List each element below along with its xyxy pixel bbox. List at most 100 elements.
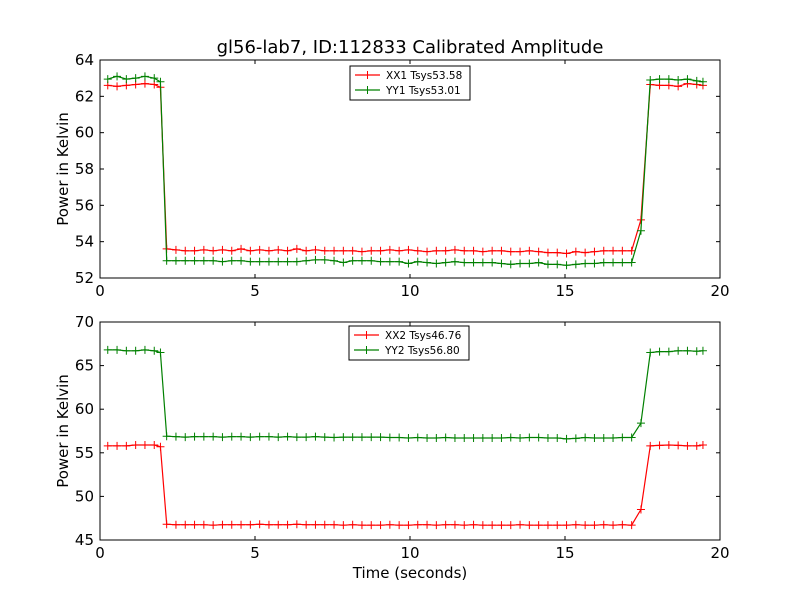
data-point [367, 256, 376, 265]
data-point [543, 521, 552, 530]
data-point [497, 246, 506, 255]
data-point [534, 247, 543, 256]
y-tick-label: 62 [75, 87, 94, 105]
data-point [237, 520, 246, 529]
data-point [674, 441, 683, 450]
data-point [450, 257, 459, 266]
legend-marker [363, 86, 372, 94]
data-point [488, 521, 497, 530]
data-point [683, 75, 692, 84]
data-point [571, 434, 580, 443]
data-point [246, 257, 255, 266]
data-point [590, 433, 599, 442]
data-point [209, 521, 218, 530]
data-point [571, 520, 580, 529]
x-axis-label: Time (seconds) [352, 564, 468, 582]
data-point [348, 246, 357, 255]
data-point [122, 441, 131, 450]
data-point [264, 432, 273, 441]
data-point [413, 520, 422, 529]
x-tick-label: 10 [400, 544, 419, 562]
data-point [543, 260, 552, 269]
data-point [181, 520, 190, 529]
data-point [264, 257, 273, 266]
data-point [156, 442, 165, 451]
data-point [357, 433, 366, 442]
y-tick-label: 60 [75, 400, 94, 418]
data-point [255, 245, 264, 254]
data-point [478, 247, 487, 256]
legend-box [349, 65, 471, 101]
data-point [283, 246, 292, 255]
data-point [237, 432, 246, 441]
data-point [674, 75, 683, 84]
data-point [199, 256, 208, 265]
legend-marker [362, 331, 371, 339]
data-point [553, 433, 562, 442]
data-point [618, 246, 627, 255]
data-point [516, 259, 525, 268]
data-point [199, 520, 208, 529]
data-point [460, 433, 469, 442]
data-point [404, 521, 413, 530]
data-point [423, 433, 432, 442]
data-point [311, 432, 320, 441]
data-point [140, 345, 149, 354]
data-point [488, 433, 497, 442]
data-point [525, 521, 534, 530]
x-tick-label: 20 [710, 544, 729, 562]
chart-panel-top: 0 5 10 15 20 52 54 56 58 60 62 64 Power in Kelvin XX1… [54, 51, 730, 300]
data-point [140, 72, 149, 81]
data-point [553, 521, 562, 530]
x-tick-label: 10 [400, 282, 419, 300]
data-point [246, 433, 255, 442]
data-point [450, 245, 459, 254]
data-point [320, 433, 329, 442]
data-point [525, 433, 534, 442]
data-point [506, 247, 515, 256]
data-point [113, 82, 122, 91]
y-tick-label: 64 [75, 51, 94, 69]
data-point [357, 247, 366, 256]
data-point [339, 521, 348, 530]
y-axis-label: Power in Kelvin [54, 112, 72, 226]
data-point [432, 246, 441, 255]
data-point [618, 258, 627, 267]
data-point [488, 258, 497, 267]
data-point [348, 433, 357, 442]
data-point [516, 520, 525, 529]
data-point [274, 433, 283, 442]
data-point [432, 433, 441, 442]
data-point [543, 248, 552, 257]
data-point [460, 521, 469, 530]
data-point [553, 248, 562, 257]
data-point [627, 433, 636, 442]
data-point [103, 441, 112, 450]
data-point [103, 75, 112, 84]
legend-label: XX1 Tsys53.58 [386, 70, 462, 82]
data-point [469, 433, 478, 442]
data-point [302, 256, 311, 265]
data-point [599, 246, 608, 255]
data-point [339, 246, 348, 255]
data-point [534, 258, 543, 267]
data-point [441, 258, 450, 267]
data-point [150, 346, 159, 355]
data-point [320, 246, 329, 255]
data-point [292, 257, 301, 266]
legend-box [348, 325, 470, 361]
data-point [562, 261, 571, 270]
data-point [664, 347, 673, 356]
data-point [246, 520, 255, 529]
data-point [218, 433, 227, 442]
data-point [609, 433, 618, 442]
data-point [156, 77, 165, 86]
data-point [162, 520, 171, 529]
data-point [478, 521, 487, 530]
data-point [432, 259, 441, 268]
x-tick-label: 0 [95, 544, 105, 562]
legend-marker [363, 71, 372, 79]
data-point [599, 258, 608, 267]
data-point [497, 521, 506, 530]
data-point [255, 257, 264, 266]
